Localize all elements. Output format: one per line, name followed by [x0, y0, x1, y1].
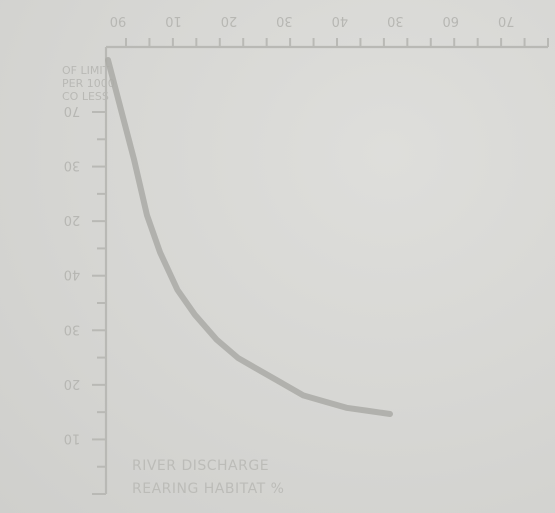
top-axis-tick-label: 40 — [332, 13, 349, 28]
top-axis-tick-label: 60 — [443, 13, 460, 28]
y-axis-tick-label: 70 — [64, 103, 81, 118]
y-axis-tick-label: 20 — [64, 376, 81, 391]
annotation-line-2: REARING HABITAT % — [132, 481, 284, 497]
y-axis-tick-label: 20 — [64, 212, 81, 227]
top-axis-tick-label: 30 — [276, 13, 293, 28]
top-axis-tick-label: 10 — [165, 13, 182, 28]
series-group — [105, 57, 393, 417]
y-axis-ticks: 70 30 20 40 30 20 10 — [64, 103, 106, 495]
side-label-line-3: CO LESS — [62, 90, 109, 103]
side-label-line-2: PER 1000 — [62, 77, 115, 90]
top-axis-tick-label: 70 — [498, 13, 515, 28]
side-label-line-1: OF LIMIT — [62, 64, 110, 77]
y-axis-tick-label: 30 — [64, 321, 81, 336]
annotation-line-1: RIVER DISCHARGE — [132, 458, 269, 474]
series-line — [105, 57, 393, 417]
top-axis-ticks: 90 10 20 30 40 30 60 70 — [110, 13, 549, 47]
axes-group — [104, 45, 548, 494]
top-axis-tick-label: 90 — [110, 13, 127, 28]
top-axis-tick-label: 30 — [387, 13, 404, 28]
top-axis-tick-label: 20 — [221, 13, 238, 28]
y-axis-tick-label: 40 — [64, 267, 81, 282]
y-axis-tick-label: 30 — [64, 158, 81, 173]
y-axis-tick-label: 10 — [64, 430, 81, 445]
